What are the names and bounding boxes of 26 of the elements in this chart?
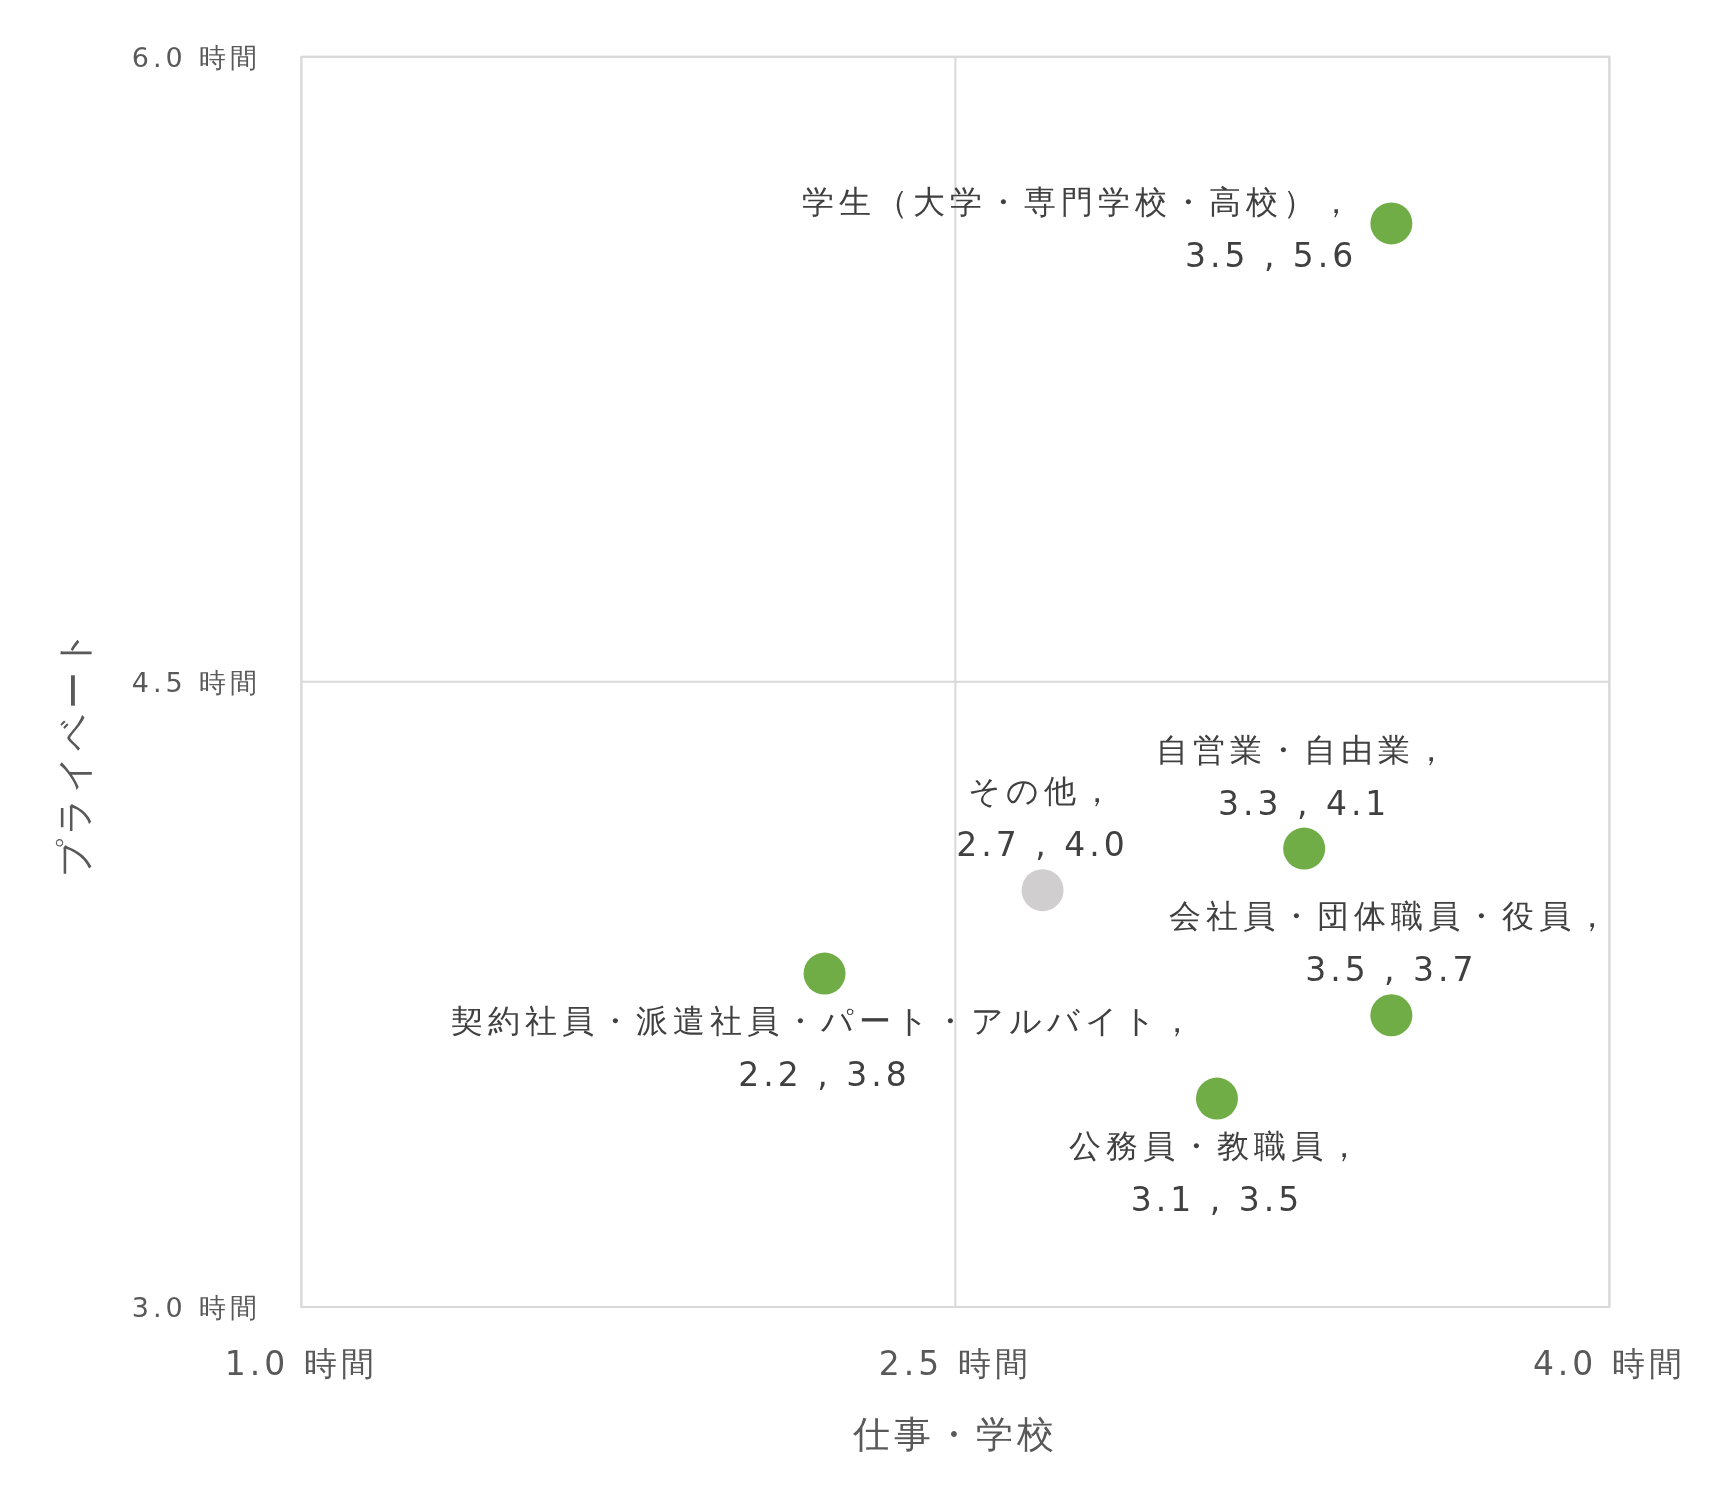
point (1370, 202, 1413, 245)
point (1283, 827, 1326, 870)
y-axis-title: プライベート (53, 626, 97, 878)
series-label: 公務員・教職員， (1068, 1126, 1365, 1165)
y-tick-label: 6.0 時間 (131, 41, 262, 73)
data-label: 3.3 , 4.1 (1217, 783, 1391, 823)
x-tick-label: 4.0 時間 (1532, 1343, 1686, 1383)
series-label: 学生（大学・専門学校・高校）， (802, 183, 1358, 222)
data-label: 2.2 , 3.8 (738, 1054, 911, 1094)
point (1195, 1077, 1238, 1120)
point (803, 952, 846, 995)
x-tick-label: 1.0 時間 (224, 1343, 378, 1383)
point (1021, 869, 1064, 912)
text: 自営業・自由業， (1156, 730, 1453, 769)
y-tick-label: 4.5 時間 (131, 666, 262, 698)
text: その他， (967, 772, 1118, 811)
y-tick-label: 3.0 時間 (131, 1291, 262, 1323)
data-label: 3.5 , 5.6 (1184, 236, 1358, 276)
x-tick-label: 2.5 時間 (878, 1343, 1032, 1383)
data-label: 3.5 , 3.7 (1305, 950, 1478, 990)
x-axis-title: 仕事・学校 (851, 1412, 1058, 1456)
point (1370, 994, 1413, 1037)
series-label: 契約社員・派遣社員・パート・アルバイト， (451, 1001, 1199, 1040)
data-label: 2.7 , 4.0 (956, 825, 1129, 865)
data-label: 3.1 , 3.5 (1130, 1179, 1304, 1219)
text: 会社員・団体職員・役員， (1169, 897, 1614, 936)
